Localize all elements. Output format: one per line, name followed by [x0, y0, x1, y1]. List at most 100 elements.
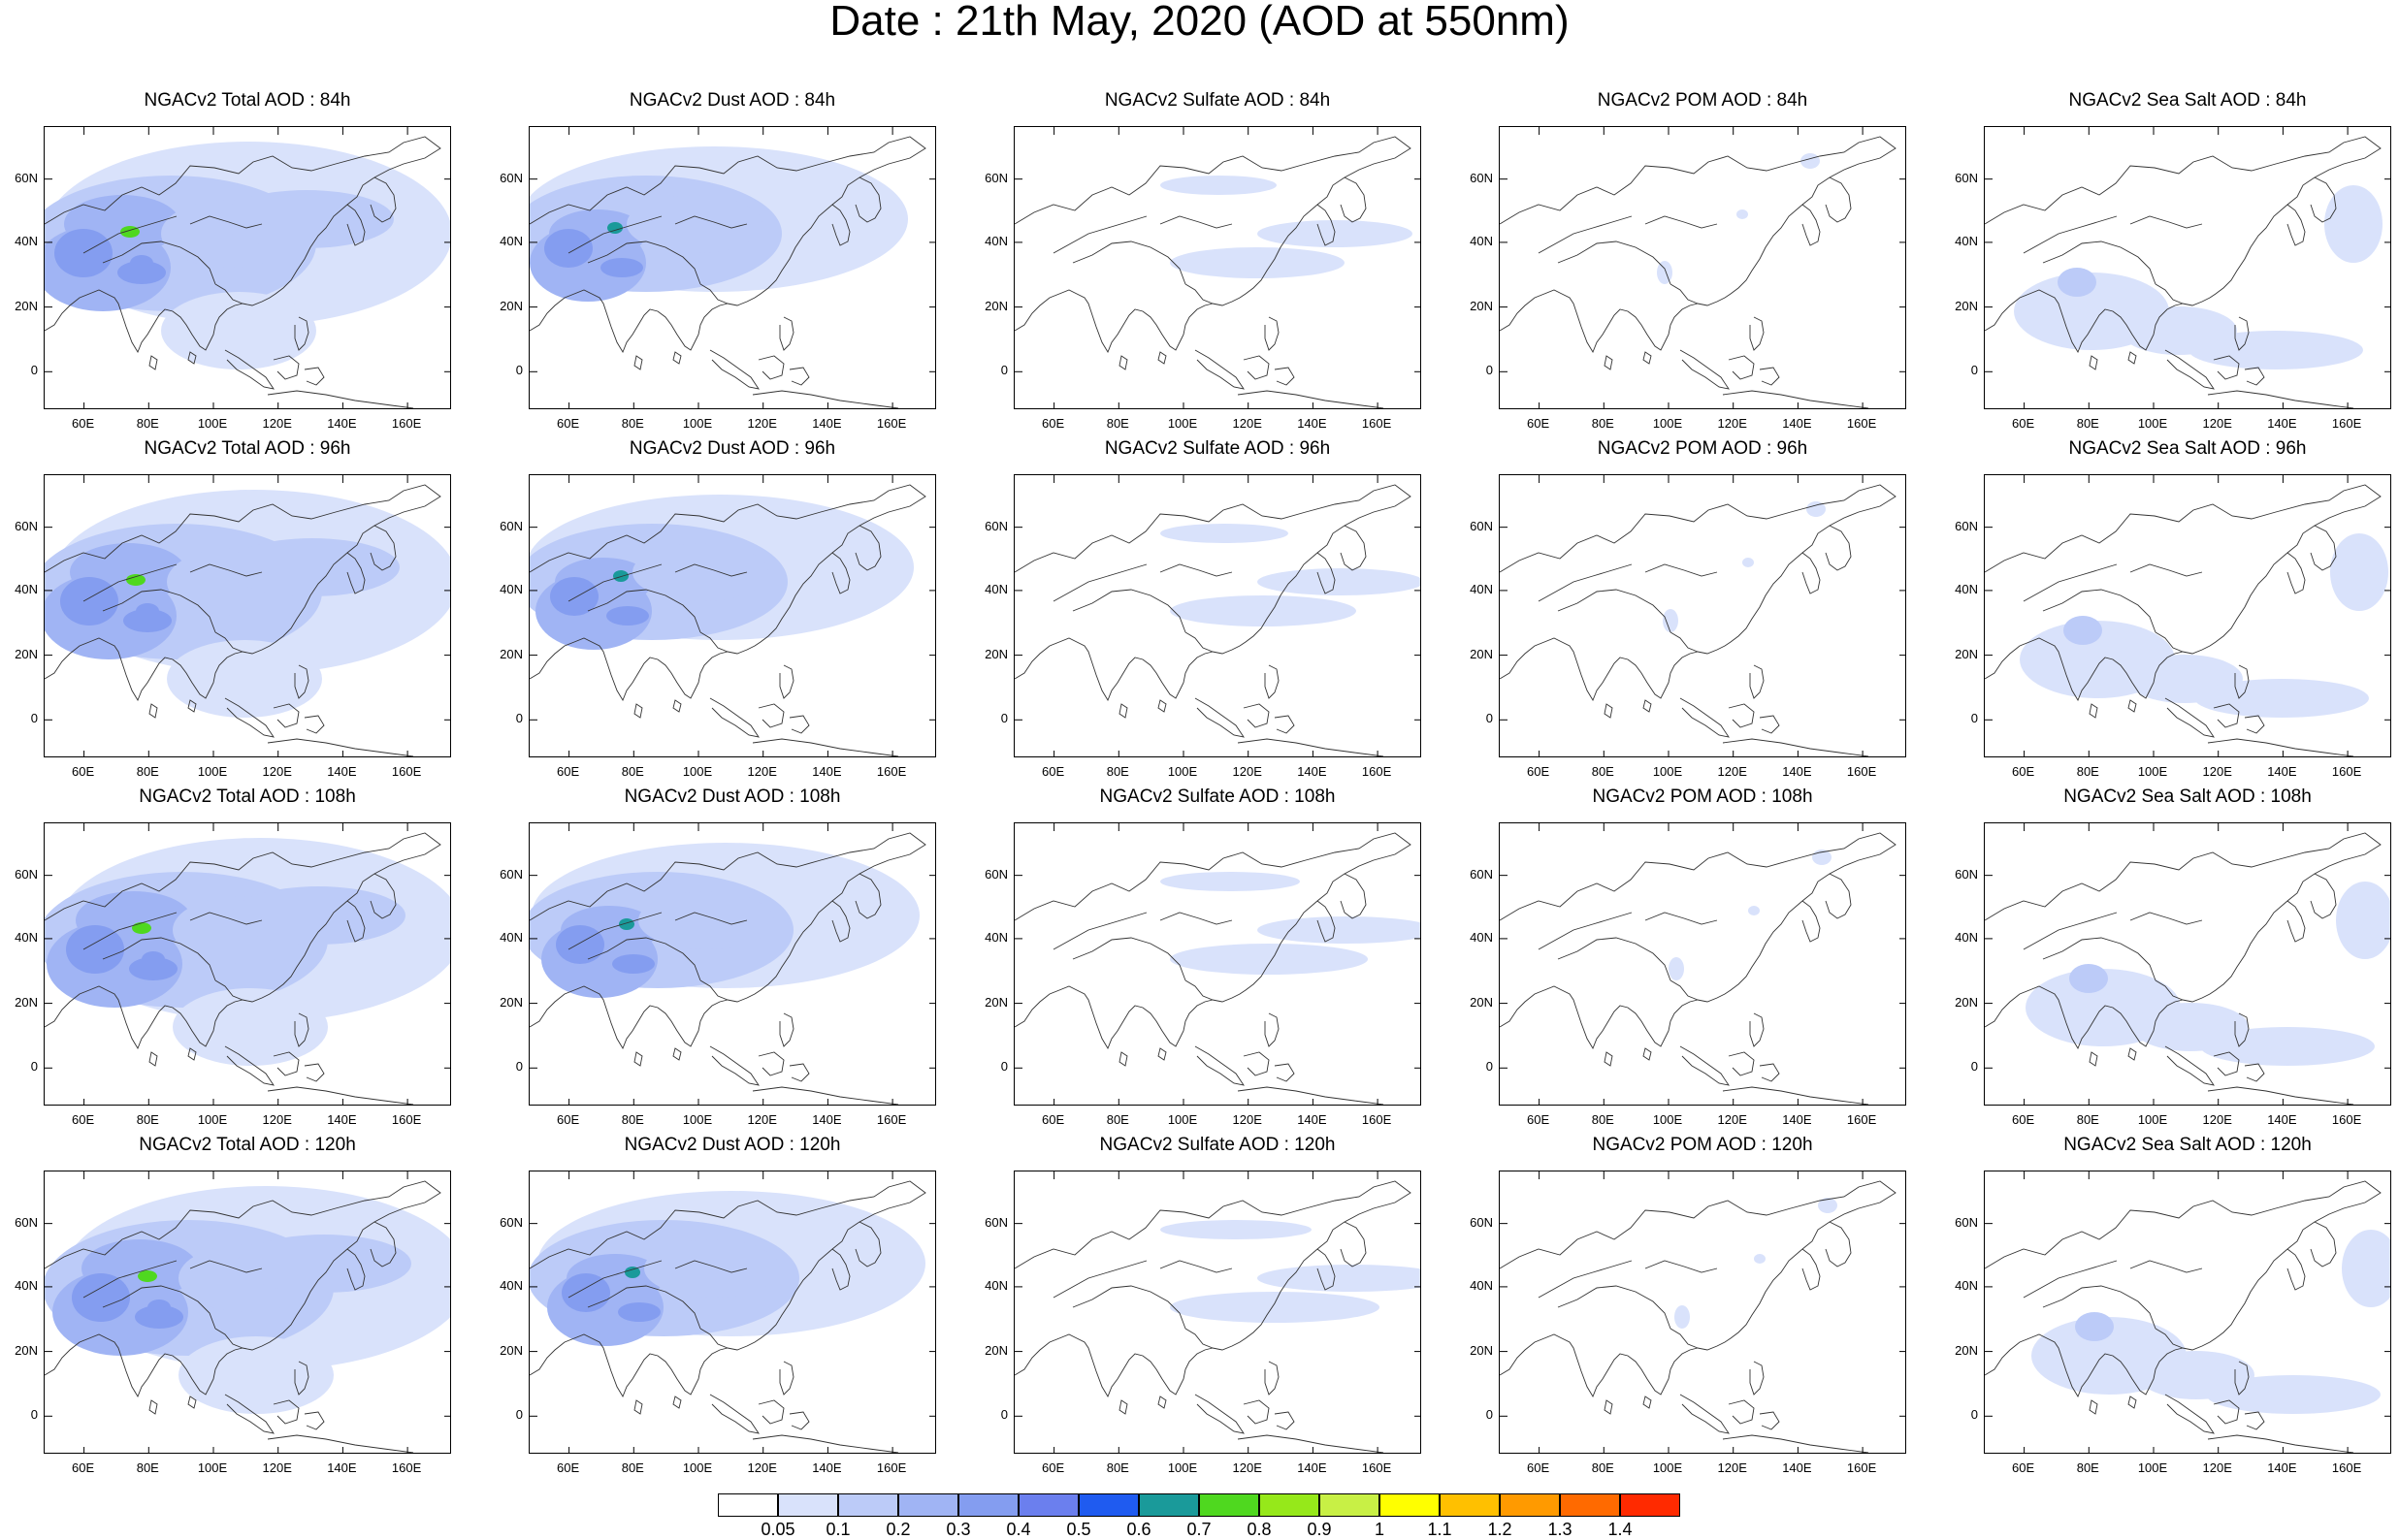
coastline — [304, 367, 325, 386]
lon-label: 60E — [2012, 1460, 2035, 1475]
lon-label: 160E — [2331, 764, 2362, 779]
coastline — [1500, 1180, 1897, 1351]
coastline — [758, 1399, 785, 1425]
coastline — [2155, 979, 2184, 1001]
coastline — [214, 979, 243, 1001]
aod-field — [2069, 964, 2108, 993]
panel-title: NGACv2 Dust AOD : 120h — [624, 1135, 841, 1155]
aod-field — [556, 925, 604, 964]
aod-field — [1160, 872, 1300, 891]
aod-field — [606, 606, 649, 626]
lat-label: 40N — [15, 1277, 38, 1293]
colorbar-swatch — [1500, 1493, 1560, 1517]
coastline — [1500, 136, 1897, 306]
coastline — [1759, 1411, 1780, 1430]
map-panel — [1014, 474, 1421, 757]
coastline — [1243, 1051, 1270, 1076]
coastline — [82, 912, 178, 950]
map-panel — [1499, 1171, 1906, 1454]
coastline — [304, 1411, 325, 1430]
coastline — [187, 699, 197, 713]
lon-label: 80E — [1591, 764, 1614, 779]
lon-label: 80E — [2076, 764, 2099, 779]
lon-label: 120E — [1232, 764, 1262, 779]
coastline — [1237, 1434, 1384, 1453]
lat-label: 20N — [500, 298, 523, 313]
coastline — [709, 1394, 760, 1434]
coastline — [294, 316, 309, 351]
coastline — [672, 699, 682, 713]
aod-map — [45, 823, 450, 1105]
lon-label: 80E — [136, 416, 159, 431]
aod-field — [1170, 595, 1356, 626]
aod-map — [1500, 823, 1905, 1105]
coastline — [1644, 912, 1718, 925]
coastline — [1642, 1047, 1652, 1061]
coastline — [187, 1047, 197, 1061]
lon-label: 120E — [747, 416, 777, 431]
coastline — [2310, 1221, 2337, 1267]
coastline — [1825, 1221, 1852, 1267]
aod-field — [625, 1267, 640, 1278]
lon-label: 80E — [2076, 416, 2099, 431]
coastline — [1500, 289, 1699, 354]
aod-field — [632, 543, 768, 601]
lon-label: 80E — [136, 1460, 159, 1475]
lat-label: 60N — [1955, 170, 1978, 185]
coastline — [2042, 589, 2156, 633]
coastline — [567, 1260, 663, 1299]
aod-field — [2058, 268, 2096, 297]
colorbar-swatch — [898, 1493, 958, 1517]
coastline — [2023, 563, 2118, 602]
lon-label: 60E — [2012, 416, 2035, 431]
lon-label: 100E — [682, 1460, 713, 1475]
panel-title: NGACv2 Total AOD : 108h — [139, 786, 356, 807]
coastline — [2127, 1047, 2137, 1061]
coastline — [1557, 1285, 1671, 1330]
coastline — [2286, 552, 2306, 594]
lon-label: 160E — [391, 416, 422, 431]
panel-title: NGACv2 Sea Salt AOD : 120h — [2063, 1135, 2312, 1155]
map-panel — [44, 822, 451, 1106]
coastline — [1500, 484, 1897, 655]
coastline — [45, 1180, 441, 1351]
coastline — [709, 697, 760, 738]
coastline — [2244, 715, 2265, 734]
colorbar-label: 0.1 — [826, 1520, 851, 1539]
coastline — [567, 912, 663, 950]
lon-label: 140E — [1297, 416, 1327, 431]
coastline — [1159, 215, 1233, 229]
lon-label: 80E — [1591, 1460, 1614, 1475]
coastline — [1184, 979, 1214, 1001]
panel-title: NGACv2 POM AOD : 84h — [1597, 90, 1808, 111]
coastline — [224, 1045, 275, 1086]
coastline — [273, 1399, 300, 1425]
map-panel — [1984, 474, 2391, 757]
lon-label: 160E — [2331, 1112, 2362, 1127]
coastline — [1642, 351, 1652, 365]
lon-label: 140E — [1782, 416, 1812, 431]
coastline — [267, 1086, 414, 1105]
lat-label: 20N — [1470, 1342, 1493, 1358]
coastline — [1053, 912, 1148, 950]
lon-label: 100E — [2137, 1460, 2168, 1475]
lat-label: 0 — [30, 363, 38, 378]
coastline — [1184, 1328, 1214, 1349]
lat-label: 60N — [985, 866, 1008, 882]
coastline — [45, 985, 243, 1050]
coastline — [2155, 1328, 2184, 1349]
coastline — [1825, 525, 1852, 571]
coastline — [2213, 1399, 2240, 1425]
aod-field — [225, 538, 400, 596]
coastline — [855, 525, 882, 571]
coastline — [1801, 552, 1821, 594]
lon-label: 60E — [72, 416, 95, 431]
coastline — [1985, 1333, 2184, 1398]
coastline — [189, 1260, 263, 1273]
lon-label: 160E — [1846, 416, 1877, 431]
lon-label: 100E — [1652, 764, 1683, 779]
coastline — [1072, 937, 1186, 981]
coastline — [1749, 316, 1765, 351]
aod-field — [142, 951, 165, 967]
aod-field — [619, 918, 634, 930]
